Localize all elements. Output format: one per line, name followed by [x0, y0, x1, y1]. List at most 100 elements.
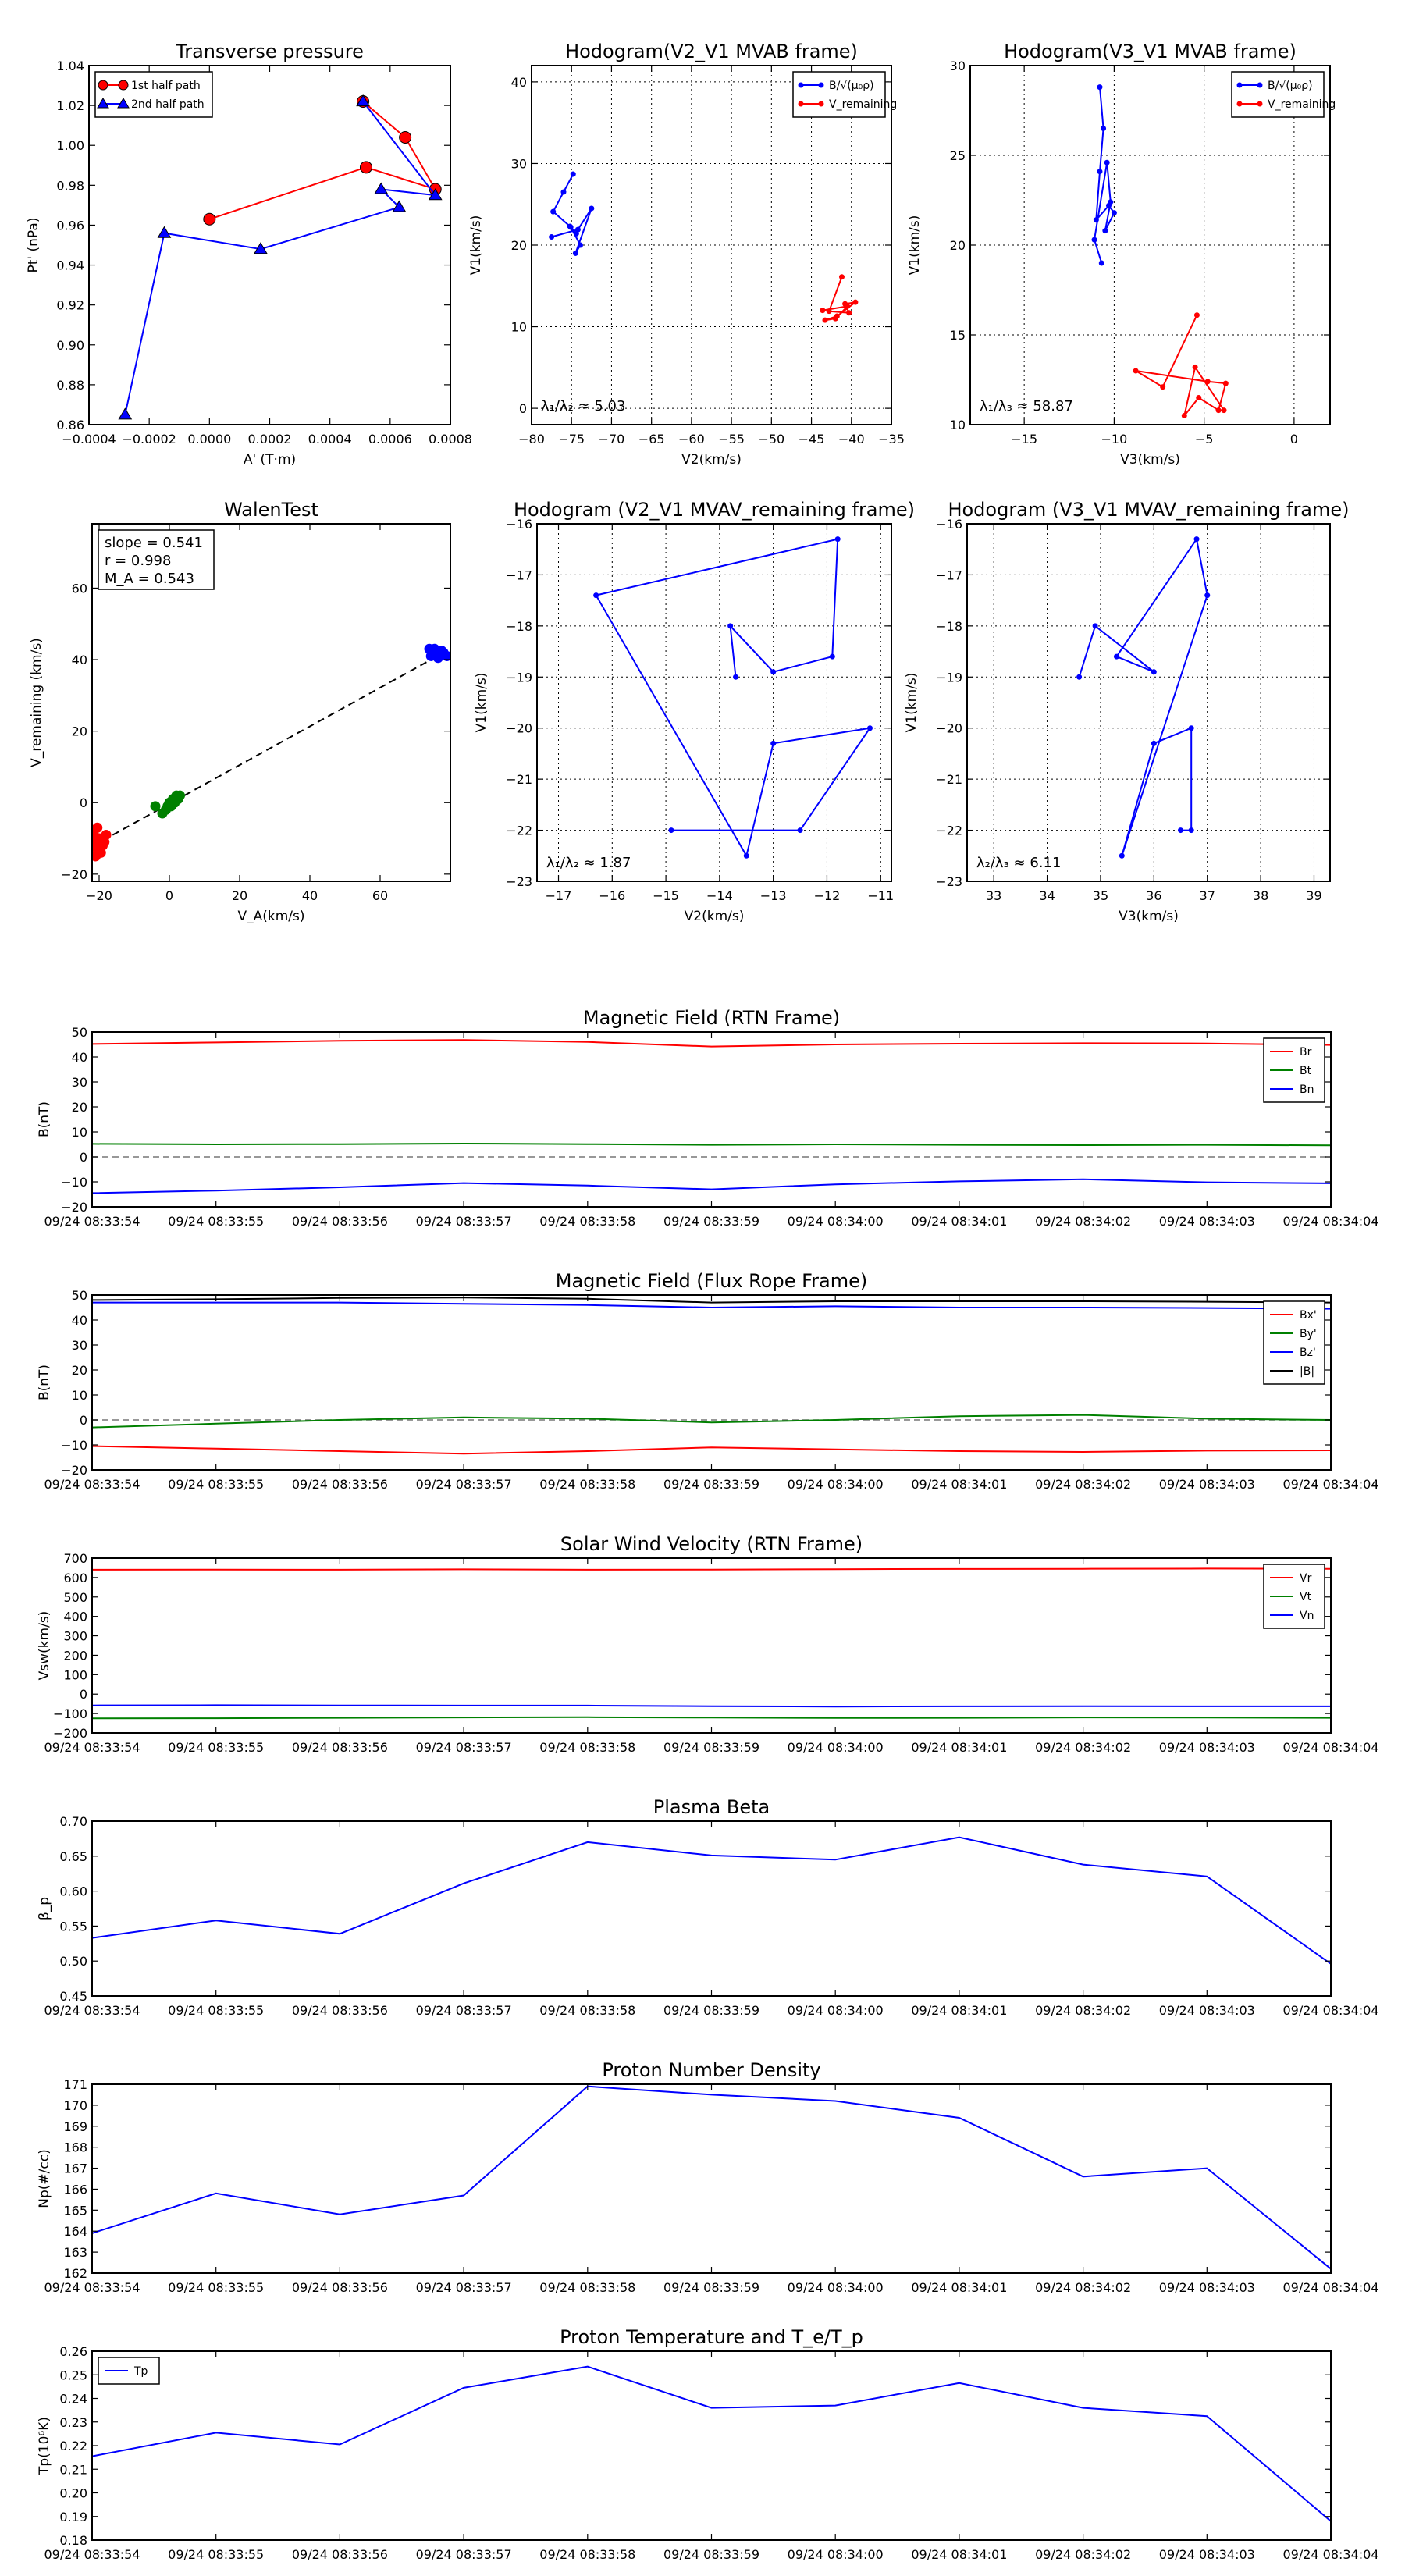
- x-axis-label: V2(km/s): [681, 452, 742, 468]
- ytick-label-7: 0.25: [59, 2368, 87, 2382]
- xtick-label-5: 38: [1253, 888, 1268, 903]
- xtick-label-4: 09/24 08:33:58: [539, 2280, 635, 2295]
- chart-title: Solar Wind Velocity (RTN Frame): [560, 1533, 863, 1555]
- ytick-label-6: −17: [936, 568, 962, 582]
- legend: B/√(μ₀ρ) V_remaining: [792, 71, 897, 118]
- ytick-label-3: 100: [63, 1667, 87, 1682]
- xtick-label-0: −80: [518, 432, 545, 447]
- ytick-label-7: 50: [72, 1288, 87, 1303]
- y-axis-label: B(nT): [37, 1364, 52, 1400]
- x-axis-label: V_A(km/s): [237, 909, 304, 924]
- plot-area: [92, 2085, 1331, 2270]
- ytick-label-6: 168: [63, 2140, 87, 2155]
- series-line-ts_np-0: [92, 2085, 1331, 2270]
- xtick-label-3: 09/24 08:33:57: [416, 2280, 512, 2295]
- point-h2-0-2: [1097, 169, 1103, 175]
- series-line-ts_tp-0: [92, 2365, 1331, 2522]
- point-h1-1-9: [820, 308, 826, 314]
- xtick-label-9: 09/24 08:34:03: [1159, 1740, 1255, 1755]
- plot-area: [1076, 536, 1211, 859]
- fit-line: [92, 652, 444, 848]
- y-axis-label: Np(#/cc): [37, 2149, 52, 2208]
- legend-label-2: Bz': [1300, 1347, 1316, 1359]
- ytick-label-5: 167: [63, 2161, 87, 2176]
- axes-frame: [88, 65, 451, 425]
- xtick-label-2: −5: [1195, 432, 1214, 447]
- eigen-ratio-annotation: λ₂/λ₃ ≈ 6.11: [976, 855, 1061, 871]
- point-h3-0-9: [797, 827, 803, 834]
- xtick-label-7: 09/24 08:34:01: [911, 2003, 1007, 2018]
- ytick-label-3: 0.92: [56, 298, 84, 313]
- xtick-label-0: −15: [1011, 432, 1037, 447]
- ytick-label-2: 0.55: [59, 1919, 87, 1934]
- xtick-label-8: 09/24 08:34:02: [1035, 2280, 1131, 2295]
- series-line-tp-1: [124, 101, 437, 415]
- legend-marker-1: [1236, 101, 1243, 107]
- xtick-label-10: 09/24 08:34:04: [1282, 1477, 1378, 1492]
- xtick-label-7: 09/24 08:34:01: [911, 2280, 1007, 2295]
- point-tp-0-0: [203, 212, 216, 226]
- point-h4-0-5: [1204, 592, 1211, 599]
- y-axis-label: V1(km/s): [907, 215, 923, 276]
- xtick-label-5: 09/24 08:33:59: [663, 1740, 759, 1755]
- ytick-label-5: 30: [72, 1338, 87, 1353]
- xtick-label-7: 09/24 08:34:01: [911, 1214, 1007, 1229]
- panel-ts_v: −200 −100 0 100 200 300 400 500 600 700 09/24 08:3…: [37, 1533, 1379, 1755]
- axes-frame: [91, 1294, 1332, 1471]
- point-h1-1-2: [846, 310, 852, 316]
- axes-frame: [966, 523, 1331, 882]
- ytick-label-6: 400: [63, 1610, 87, 1624]
- eigen-ratio-annotation: λ₁/λ₃ ≈ 58.87: [980, 398, 1073, 415]
- ytick-label-1: 0.50: [59, 1954, 87, 1969]
- point-h2-1-1: [1160, 384, 1166, 390]
- legend-label-1: By': [1300, 1328, 1317, 1340]
- xtick-label-5: 09/24 08:33:59: [663, 1477, 759, 1492]
- xtick-label-2: 0.0000: [187, 432, 231, 447]
- xtick-label-9: 09/24 08:34:03: [1159, 2003, 1255, 2018]
- panel-walen: −20 0 20 40 60 −20 0 20 40 60 WalenTest V_A(km/s) V_…: [29, 499, 451, 924]
- xtick-label-4: 09/24 08:33:58: [539, 1214, 635, 1229]
- point-h2-1-2: [1133, 368, 1139, 374]
- xtick-label-2: 09/24 08:33:56: [292, 1214, 388, 1229]
- point-h1-1-6: [822, 317, 828, 323]
- y-axis-label: Vsw(km/s): [37, 1611, 52, 1681]
- legend-box: [94, 71, 213, 118]
- ytick-label-8: 0.26: [59, 2344, 87, 2359]
- ytick-label-3: 0.60: [59, 1884, 87, 1899]
- xtick-label-4: 0.0004: [308, 432, 352, 447]
- stats-box: [98, 529, 215, 590]
- y-axis-label: Pt' (nPa): [26, 218, 41, 273]
- ytick-label-2: 0: [80, 1150, 87, 1165]
- xtick-label-6: 09/24 08:34:00: [788, 2280, 884, 2295]
- panel-tp: 0.86 0.88 0.90 0.92 0.94 0.96 0.98 1.00 1.02 1.04…: [26, 41, 472, 468]
- ytick-label-3: 165: [63, 2203, 87, 2218]
- ytick-label-1: −10: [61, 1175, 87, 1190]
- legend-label-1: V_remaining: [1268, 98, 1336, 111]
- xtick-label-1: −10: [1101, 432, 1128, 447]
- legend-label-1: 2nd half path: [131, 98, 205, 111]
- ytick-label-2: 0: [80, 1413, 87, 1428]
- legend-label-1: V_remaining: [829, 98, 897, 111]
- point-h1-1-1: [826, 308, 832, 315]
- series-line-h1-1: [822, 276, 856, 322]
- point-h2-0-8: [1104, 159, 1110, 165]
- xtick-label-7: −45: [799, 432, 825, 447]
- axes-frame: [536, 523, 892, 882]
- point-h2-1-6: [1196, 395, 1202, 400]
- ytick-label-8: 600: [63, 1571, 87, 1585]
- point-tp-1-0: [356, 94, 370, 107]
- xtick-label-1: −0.0002: [122, 432, 176, 447]
- point-h2-0-9: [1091, 237, 1097, 243]
- ytick-label-5: 0.70: [59, 1814, 87, 1829]
- xtick-label-9: −35: [878, 432, 905, 447]
- x-axis-label: V3(km/s): [1119, 909, 1179, 924]
- point-h1-1-4: [852, 299, 859, 305]
- ytick-label-5: 30: [72, 1075, 87, 1090]
- xtick-label-3: 09/24 08:33:57: [416, 1214, 512, 1229]
- xtick-label-6: −11: [867, 888, 894, 903]
- point-h2-0-0: [1097, 84, 1103, 91]
- series-line-h3-0: [595, 538, 872, 858]
- xtick-label-5: 09/24 08:33:59: [663, 2280, 759, 2295]
- ytick-label-2: 20: [72, 724, 87, 739]
- point-walen-0-9: [92, 833, 98, 844]
